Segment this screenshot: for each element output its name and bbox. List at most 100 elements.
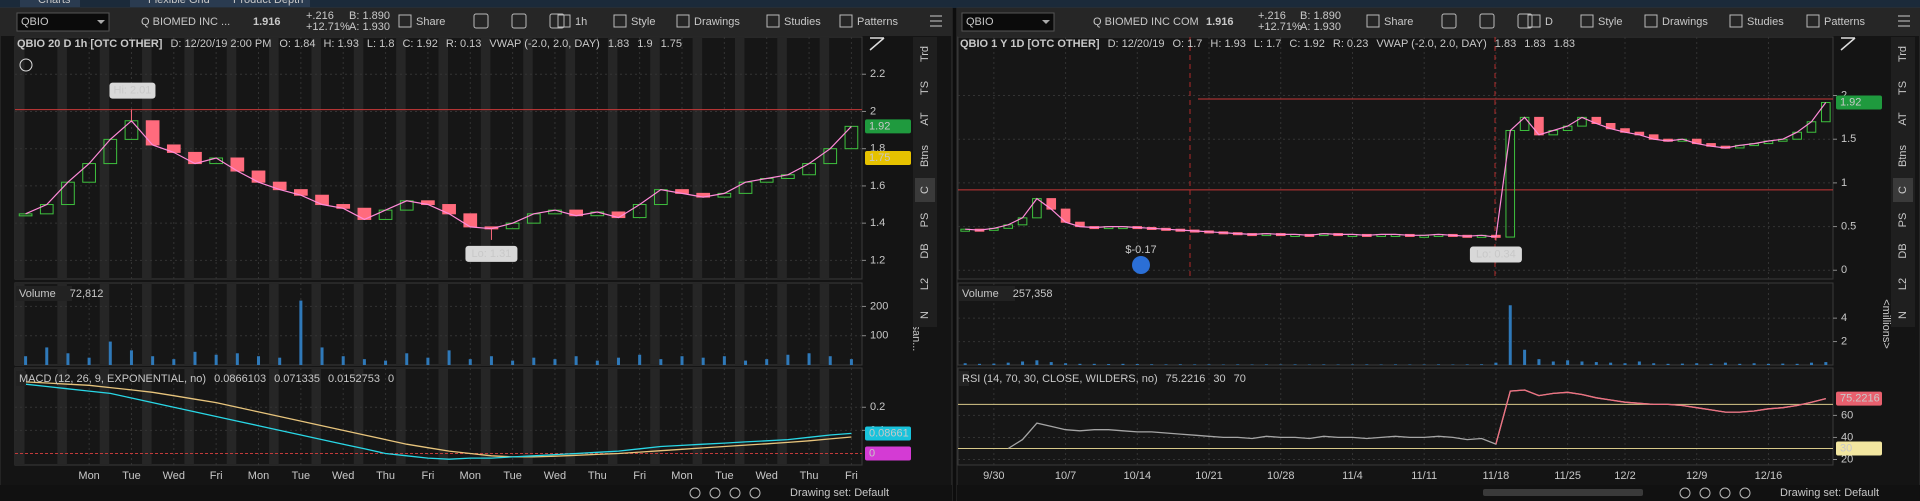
- volume-bar: [1637, 361, 1641, 365]
- toolbar-button[interactable]: Studies: [784, 16, 821, 28]
- menu-icon[interactable]: [930, 15, 942, 27]
- side-tab[interactable]: Btns: [919, 144, 931, 167]
- drawing-set[interactable]: Drawing set: Default: [1780, 487, 1879, 499]
- draw-tool-icon[interactable]: [869, 37, 885, 51]
- study-value: 0.071335: [274, 373, 320, 385]
- symbol[interactable]: QBIO: [21, 16, 49, 28]
- volume-bar: [87, 357, 91, 365]
- draw-tool-icon[interactable]: [1840, 37, 1856, 51]
- side-tab[interactable]: Btns: [1897, 144, 1909, 167]
- toolbar-button-icon[interactable]: [839, 14, 853, 28]
- toolbar-button-icon[interactable]: [766, 14, 780, 28]
- volume-bar: [278, 357, 282, 365]
- rsi-overbought-line: [1495, 389, 1826, 445]
- side-tab-active[interactable]: [915, 178, 935, 202]
- window-tab[interactable]: [130, 0, 220, 7]
- volume-bar: [1322, 364, 1326, 365]
- tool-icon[interactable]: [511, 13, 527, 29]
- symbol-input[interactable]: [961, 12, 1055, 32]
- chart-field: D: 12/20/19 2:00 PM: [170, 38, 271, 50]
- side-tab-active[interactable]: [1893, 178, 1913, 202]
- extended-hours-shade: [819, 368, 830, 465]
- window-tab-label[interactable]: Product Depth: [233, 0, 303, 6]
- toolbar-button-icon[interactable]: [1366, 14, 1380, 28]
- side-tab[interactable]: AT: [1897, 112, 1909, 126]
- dropdown-arrow[interactable]: [1042, 20, 1050, 24]
- toolbar-button-icon[interactable]: [1580, 14, 1594, 28]
- window-tab[interactable]: [20, 0, 80, 7]
- window-tab-label[interactable]: Flexible Grid: [148, 0, 210, 6]
- zoom-control[interactable]: [709, 487, 721, 499]
- toolbar-button[interactable]: Share: [1384, 16, 1413, 28]
- menu-icon[interactable]: [1898, 15, 1910, 27]
- side-tab[interactable]: TS: [919, 81, 931, 95]
- symbol-input[interactable]: [16, 12, 110, 32]
- x-tick-label: Tue: [503, 470, 522, 482]
- study-value: 1.75: [661, 38, 682, 50]
- toolbar-button[interactable]: Drawings: [1662, 16, 1708, 28]
- symbol[interactable]: QBIO: [966, 16, 994, 28]
- window-tab-label[interactable]: Charts: [38, 0, 71, 6]
- tool-icon[interactable]: [549, 13, 565, 29]
- scrollbar[interactable]: [1483, 489, 1643, 496]
- chart-field: H: 1.93: [323, 38, 358, 50]
- zoom-control[interactable]: [1719, 487, 1731, 499]
- alert-icon[interactable]: [19, 58, 33, 72]
- toolbar-button-icon[interactable]: [1527, 14, 1541, 28]
- side-tab[interactable]: AT: [919, 112, 931, 126]
- chart-title: QBIO 20 D 1h [OTC OTHER]: [17, 38, 163, 50]
- extended-hours-shade: [438, 283, 449, 365]
- volume-bar: [1394, 364, 1397, 365]
- side-tab[interactable]: PS: [1897, 213, 1909, 228]
- zoom-control[interactable]: [749, 487, 761, 499]
- window-tab[interactable]: [215, 0, 310, 7]
- volume-title-box: [16, 286, 72, 301]
- volume-bar: [235, 353, 239, 365]
- tool-icon[interactable]: [1479, 13, 1495, 29]
- side-tab[interactable]: N: [1897, 311, 1909, 319]
- toolbar-button-icon[interactable]: [1729, 14, 1743, 28]
- event-icon[interactable]: [1132, 256, 1150, 274]
- side-tab[interactable]: Trd: [919, 46, 931, 62]
- x-tick-label: Tue: [122, 470, 141, 482]
- volume-bar: [257, 356, 261, 365]
- toolbar-button-icon[interactable]: [1806, 14, 1820, 28]
- toolbar-button[interactable]: Style: [1598, 16, 1622, 28]
- toolbar-button-icon[interactable]: [613, 14, 627, 28]
- toolbar-button-icon[interactable]: [676, 14, 690, 28]
- zoom-control[interactable]: [1699, 487, 1711, 499]
- side-tab[interactable]: L2: [1897, 278, 1909, 290]
- toolbar-button-icon[interactable]: [398, 14, 412, 28]
- side-tab[interactable]: Trd: [1897, 46, 1909, 62]
- tool-icon[interactable]: [1441, 13, 1457, 29]
- toolbar-button[interactable]: Share: [416, 16, 445, 28]
- x-tick-label: Fri: [633, 470, 646, 482]
- side-tab[interactable]: C: [1897, 186, 1909, 194]
- y-tick-label: 1.6: [870, 180, 885, 192]
- toolbar-button-icon[interactable]: [1644, 14, 1658, 28]
- toolbar-button[interactable]: Style: [631, 16, 655, 28]
- tool-icon[interactable]: [473, 13, 489, 29]
- toolbar-button[interactable]: Patterns: [1824, 16, 1865, 28]
- side-tab[interactable]: L2: [919, 278, 931, 290]
- side-tab[interactable]: N: [919, 311, 931, 319]
- zoom-control[interactable]: [1739, 487, 1751, 499]
- dropdown-arrow[interactable]: [97, 20, 105, 24]
- toolbar-button[interactable]: Patterns: [857, 16, 898, 28]
- side-tab[interactable]: DB: [1897, 243, 1909, 258]
- drawing-set[interactable]: Drawing set: Default: [790, 487, 889, 499]
- volume-bar: [1150, 364, 1154, 365]
- zoom-control[interactable]: [1679, 487, 1691, 499]
- toolbar-button[interactable]: D: [1545, 16, 1553, 28]
- toolbar-button[interactable]: Drawings: [694, 16, 740, 28]
- side-tab[interactable]: TS: [1897, 81, 1909, 95]
- tool-icon[interactable]: [1517, 13, 1533, 29]
- side-tab[interactable]: PS: [919, 213, 931, 228]
- zoom-control[interactable]: [729, 487, 741, 499]
- event-label: $-0.17: [1125, 244, 1156, 256]
- side-tab[interactable]: DB: [919, 243, 931, 258]
- zoom-control[interactable]: [689, 487, 701, 499]
- side-tab[interactable]: C: [919, 186, 931, 194]
- toolbar-button[interactable]: 1h: [575, 16, 587, 28]
- toolbar-button[interactable]: Studies: [1747, 16, 1784, 28]
